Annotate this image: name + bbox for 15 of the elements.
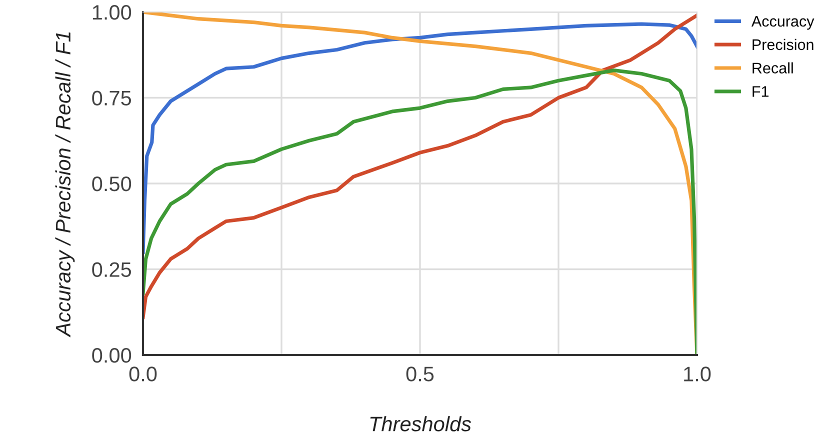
y-tick-label: 0.25 xyxy=(92,262,132,278)
x-tick-label: 0.0 xyxy=(129,366,157,382)
line-series xyxy=(143,22,697,254)
legend-label: Precision xyxy=(752,38,814,50)
x-tick-label: 1.0 xyxy=(684,366,711,382)
legend-label: F1 xyxy=(752,86,769,97)
y-tick-label: 0.50 xyxy=(92,176,132,192)
y-axis-title: Accuracy / Precision / Recall / F1 xyxy=(55,32,75,338)
x-tick-label: 0.5 xyxy=(406,366,434,382)
y-tick-label: 1.00 xyxy=(92,5,132,20)
x-axis-title: Thresholds xyxy=(370,416,472,432)
y-tick-label: 0.00 xyxy=(92,348,132,363)
legend-label: Recall xyxy=(752,62,793,74)
legend-label: Accuracy xyxy=(751,16,814,30)
y-tick-label: 0.75 xyxy=(92,90,132,106)
